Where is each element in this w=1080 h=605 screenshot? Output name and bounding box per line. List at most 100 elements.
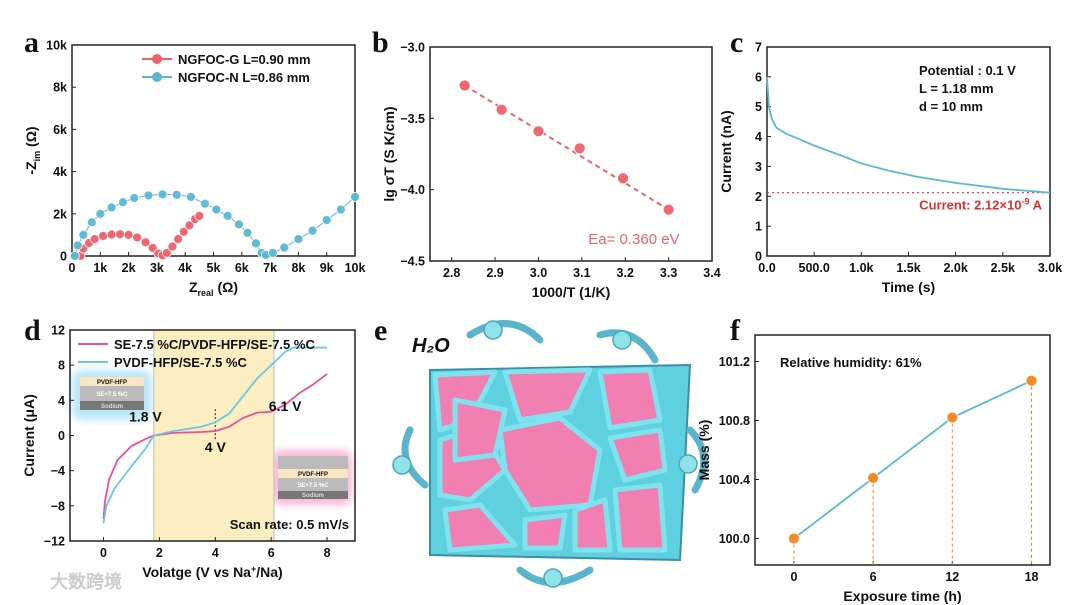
x-tick-label: 1k: [93, 261, 107, 275]
data-point: [106, 229, 117, 240]
data-point: [194, 211, 205, 221]
inset-sodium-label: Sodium: [101, 404, 123, 410]
data-point: [222, 211, 233, 221]
y-tick-label: 100.4: [719, 473, 750, 487]
y-axis-label: lg σT (S K/cm): [381, 106, 397, 201]
series-line-0: [793, 379, 1032, 540]
x-tick-label: 6k: [235, 261, 249, 275]
x-tick-label: 8k: [291, 261, 305, 275]
y-tick-label: 10k: [46, 39, 67, 53]
y-tick-label: 2: [755, 190, 762, 204]
y-tick-label: −12: [44, 535, 65, 549]
voltage-annotation: 1.8 V: [129, 408, 162, 424]
data-point: [89, 234, 100, 245]
x-tick-label: 0: [100, 546, 107, 560]
x-axis-label: Exposure time (h): [843, 588, 961, 604]
inset-pvdf-label: PVDF-HFP: [97, 380, 127, 386]
x-tick-label: 0: [69, 261, 76, 275]
x-tick-label: 2.5k: [991, 261, 1015, 275]
x-tick-label: 18: [1025, 570, 1039, 584]
inset2-pvdf-label: PVDF-HFP: [298, 472, 328, 478]
data-point: [185, 192, 196, 202]
current-value-label: Current: 2.12×10-9 A: [919, 197, 1042, 213]
data-point: [143, 190, 154, 201]
data-point: [167, 241, 178, 252]
membrane-illustration: H₂O: [392, 320, 708, 588]
panel-label-c: c: [730, 26, 743, 59]
y-tick-label: 2k: [53, 207, 67, 221]
data-point: [350, 192, 360, 202]
data-point: [184, 220, 195, 231]
x-tick-label: 3.1: [573, 266, 590, 280]
x-axis-label: Time (s): [882, 279, 935, 295]
x-tick-label: 6: [870, 570, 877, 584]
x-tick-label: 3.2: [617, 266, 634, 280]
y-tick-label: −4: [51, 464, 65, 478]
data-point: [867, 472, 880, 484]
x-tick-label: 12: [945, 570, 959, 584]
data-point: [307, 225, 318, 236]
y-tick-label: 4k: [53, 165, 67, 179]
data-point: [140, 237, 151, 248]
x-tick-label: 2k: [122, 261, 136, 275]
x-tick-label: 7k: [263, 261, 277, 275]
humidity-label: Relative humidity: 61%: [780, 355, 922, 370]
inset-single-layer: PVDF-HFP SE+7.5 %C Sodium: [72, 370, 152, 420]
x-tick-label: 3k: [150, 261, 164, 275]
water-label: H₂O: [412, 335, 450, 357]
x-tick-label: 2.9: [486, 266, 503, 280]
series-line-1: [102, 346, 328, 524]
data-point: [211, 204, 222, 215]
x-tick-label: 1.5k: [896, 261, 920, 275]
legend-label: NGFOC-G L=0.90 mm: [178, 52, 311, 67]
y-tick-label: 6k: [53, 123, 67, 137]
data-point: [171, 189, 182, 200]
y-tick-label: 101.2: [719, 355, 750, 369]
data-point: [495, 103, 508, 116]
data-point: [86, 217, 97, 228]
y-tick-label: 8: [58, 359, 65, 373]
y-tick-label: 4: [58, 394, 65, 408]
x-axis-label: Zreal (Ω): [189, 279, 238, 298]
x-axis-label: 1000/T (1/K): [532, 284, 611, 300]
x-tick-label: 0: [790, 570, 797, 584]
data-point: [242, 227, 253, 238]
y-axis-label: Mass (%): [696, 420, 712, 481]
data-point: [178, 226, 189, 237]
x-tick-label: 9k: [320, 261, 334, 275]
data-point: [98, 231, 109, 241]
y-tick-label: 5: [755, 100, 762, 114]
legend-label: PVDF-HFP/SE-7.5 %C: [114, 355, 248, 370]
chart-panel-c: 0.0 500.0 1.0k 1.5k 2.0k 2.5k 3.0k 0 1 2 3 4 5 6 7 Time…: [718, 41, 1062, 296]
data-point: [335, 204, 346, 215]
data-point: [1025, 374, 1038, 387]
x-tick-label: 2: [156, 546, 163, 560]
data-point: [200, 198, 210, 209]
data-point: [946, 411, 959, 424]
y-tick-label: −4.5: [400, 255, 425, 269]
panel-label-b: b: [372, 26, 389, 59]
data-point: [458, 79, 471, 92]
data-point: [279, 242, 290, 253]
y-tick-label: −3.5: [400, 112, 425, 126]
data-point: [129, 193, 140, 203]
data-point: [293, 234, 304, 245]
measurement-info: d = 10 mm: [919, 99, 983, 114]
plot-frame: [429, 46, 713, 262]
data-point: [123, 229, 134, 240]
panel-label-a: a: [24, 26, 39, 59]
data-point: [72, 240, 83, 251]
series-line-1: [74, 193, 356, 257]
chart-panel-f: 0 6 12 18 100.0 100.4 100.8 101.2 Exposure time …: [696, 334, 1051, 604]
data-point: [173, 234, 184, 245]
x-tick-label: 5k: [207, 261, 221, 275]
data-point: [157, 189, 168, 200]
data-point: [268, 247, 278, 258]
legend-label: NGFOC-N L=0.86 mm: [178, 70, 310, 85]
data-point: [132, 232, 142, 243]
y-tick-label: 4: [755, 130, 762, 144]
data-point: [69, 251, 80, 261]
data-point: [234, 219, 244, 230]
y-tick-label: 100.0: [719, 532, 750, 546]
data-point: [573, 142, 586, 155]
